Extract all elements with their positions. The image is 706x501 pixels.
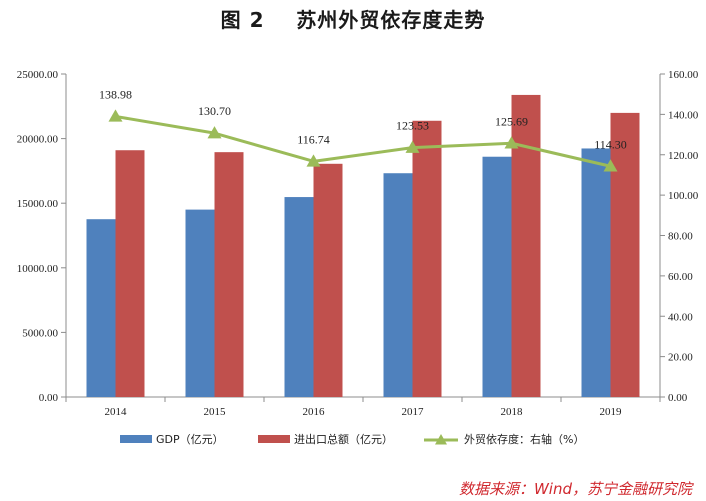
legend-ratio-marker xyxy=(435,434,447,445)
ratio-data-label: 123.53 xyxy=(396,119,429,133)
ratio-point-marker xyxy=(603,159,618,172)
ratio-series-line xyxy=(115,114,611,168)
y-right-tick-label: 40.00 xyxy=(668,311,693,323)
bar-trade xyxy=(115,150,145,397)
ratio-point-marker xyxy=(405,140,420,153)
ratio-data-label: 114.30 xyxy=(594,137,627,151)
bar-trade xyxy=(214,152,244,397)
chart-title: 图 2 苏州外贸依存度走势 xyxy=(220,8,486,32)
y-right-tick-label: 140.00 xyxy=(668,109,699,121)
bars xyxy=(86,94,640,398)
y-right-tick-label: 100.00 xyxy=(668,190,699,202)
bar-trade xyxy=(313,163,343,397)
y-left-tick-label: 0.00 xyxy=(39,392,59,404)
x-tick-label: 2016 xyxy=(303,406,326,418)
y-right-tick-label: 160.00 xyxy=(668,69,699,81)
bar-gdp xyxy=(86,219,116,397)
ratio-data-label: 125.69 xyxy=(495,114,528,128)
axes: 0.00 5000.00 10000.00 15000.00 20000.00 25000… xyxy=(17,69,699,418)
ratio-data-label: 130.70 xyxy=(198,104,231,118)
y-left-tick-label: 10000.00 xyxy=(17,263,59,275)
ratio-point-marker xyxy=(504,136,519,149)
y-left-tick-label: 15000.00 xyxy=(17,198,59,210)
y-left-tick-label: 5000.00 xyxy=(22,327,58,339)
source-note: 数据来源：Wind，苏宁金融研究院 xyxy=(458,480,692,498)
x-tick-label: 2015 xyxy=(204,406,227,418)
ratio-data-label: 138.98 xyxy=(99,87,132,101)
legend: GDP（亿元） 进出口总额（亿元） 外贸依存度：右轴（%） xyxy=(120,432,584,446)
bar-gdp xyxy=(185,209,215,397)
x-tick-label: 2019 xyxy=(600,406,623,418)
bar-trade xyxy=(610,112,640,398)
legend-trade-label: 进出口总额（亿元） xyxy=(294,432,393,446)
bar-gdp xyxy=(482,156,512,397)
x-tick-label: 2017 xyxy=(402,406,425,418)
ratio-data-label: 116.74 xyxy=(297,132,330,146)
bar-trade xyxy=(511,94,541,398)
data-labels: 138.98 130.70 116.74 123.53 125.69 114.30 xyxy=(99,87,627,151)
ratio-point-marker xyxy=(306,154,321,167)
x-tick-label: 2018 xyxy=(501,406,524,418)
legend-ratio-label: 外贸依存度：右轴（%） xyxy=(464,432,584,446)
legend-gdp-label: GDP（亿元） xyxy=(156,433,224,446)
legend-gdp-swatch xyxy=(120,435,152,443)
bar-gdp xyxy=(581,148,611,397)
ratio-line xyxy=(108,109,618,172)
y-right-tick-label: 0.00 xyxy=(668,392,688,404)
y-right-tick-label: 80.00 xyxy=(668,231,693,243)
ratio-point-marker xyxy=(207,126,222,139)
y-right-tick-label: 60.00 xyxy=(668,271,693,283)
bar-trade xyxy=(412,120,442,398)
legend-trade-swatch xyxy=(258,435,290,443)
y-left-tick-label: 25000.00 xyxy=(17,69,59,81)
bar-gdp xyxy=(284,197,314,397)
y-right-tick-label: 20.00 xyxy=(668,352,693,364)
y-left-tick-label: 20000.00 xyxy=(17,134,59,146)
x-tick-label: 2014 xyxy=(105,406,128,418)
ratio-point-marker xyxy=(108,109,123,122)
y-right-tick-label: 120.00 xyxy=(668,150,699,162)
bar-gdp xyxy=(383,173,413,397)
